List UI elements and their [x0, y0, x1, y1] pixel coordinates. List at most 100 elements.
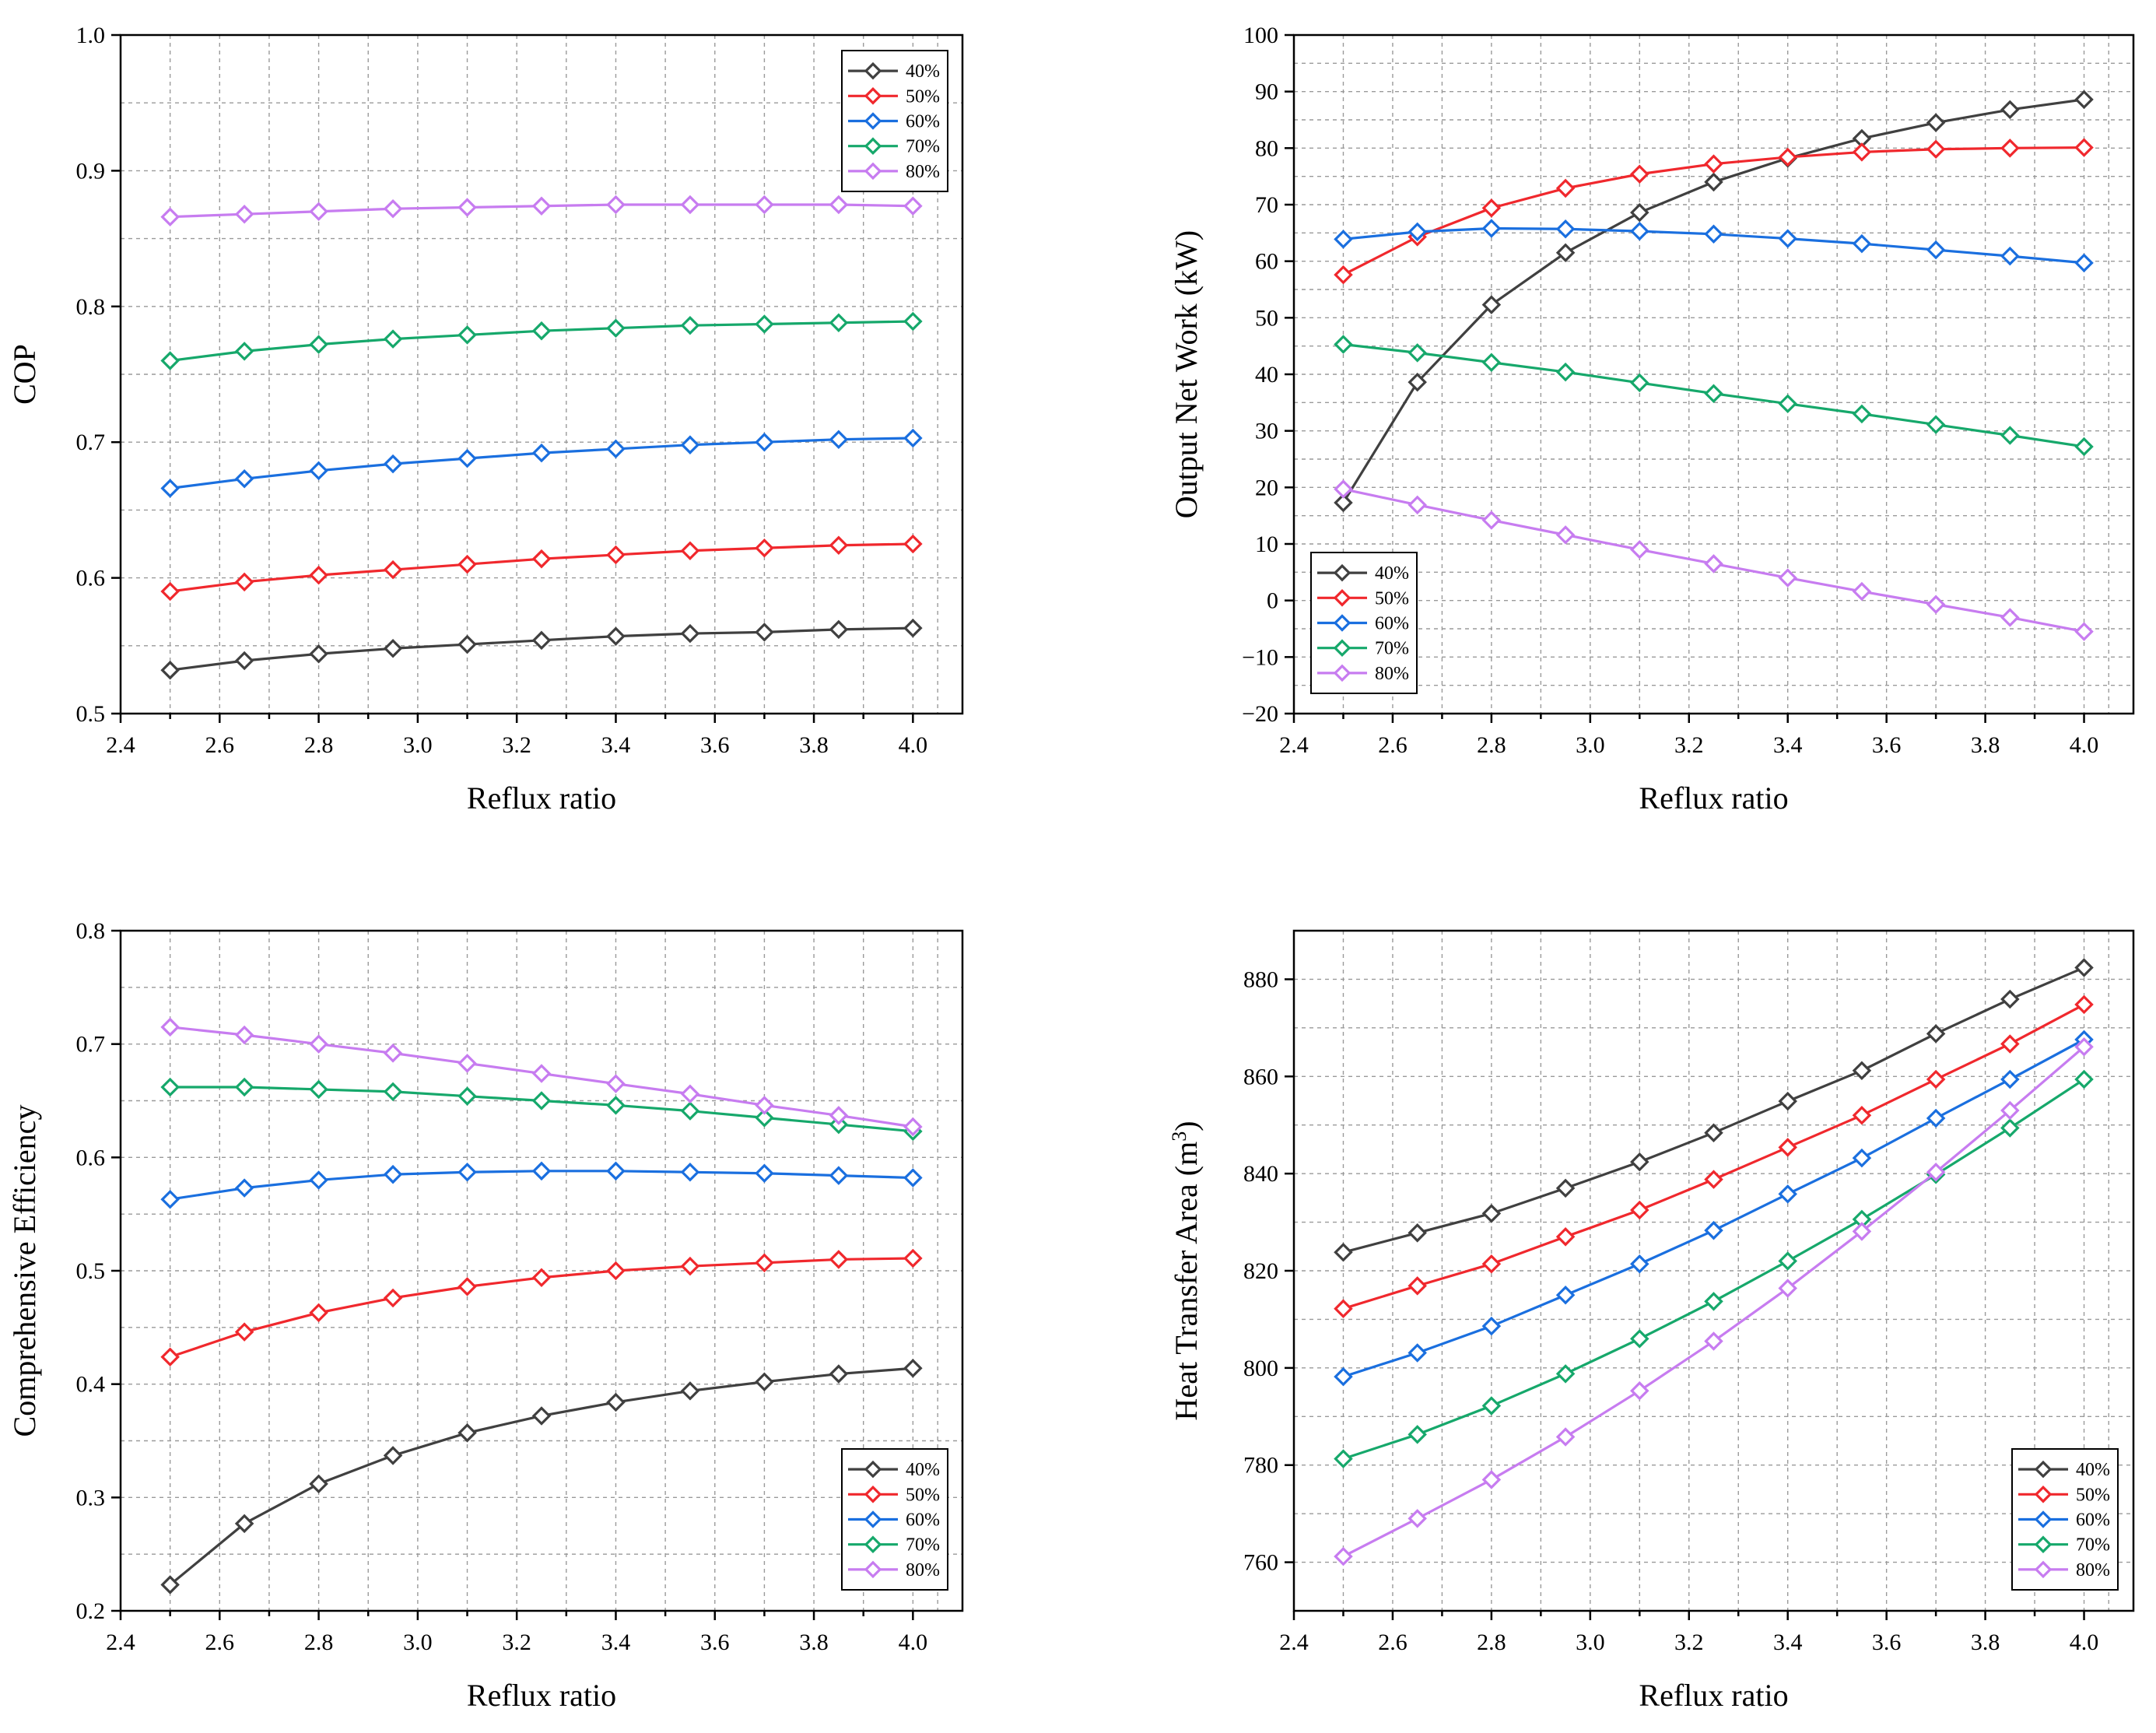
x-tick-label: 2.6: [205, 1630, 235, 1655]
data-point: [531, 1406, 552, 1426]
data-point: [1926, 595, 1946, 615]
y-tick-label: 0: [1267, 588, 1278, 614]
data-point: [457, 634, 477, 654]
series-70%: [1334, 335, 2094, 457]
y-tick-label: 100: [1243, 23, 1278, 48]
data-point: [1704, 384, 1723, 403]
data-point: [160, 351, 180, 370]
data-point: [755, 1108, 774, 1128]
data-point: [1778, 1138, 1797, 1157]
data-point: [383, 1164, 403, 1184]
x-tick-label: 3.8: [1971, 1630, 2000, 1655]
chart-4: 2.4 2.6 2.8 3.0 3.2 3.4 3.6 3.8 4.0 760 780 800 820 8…: [1168, 929, 2135, 1713]
x-tick-label: 3.4: [601, 1630, 631, 1655]
data-point: [755, 538, 774, 558]
data-point: [160, 207, 180, 226]
data-point: [1778, 1279, 1797, 1298]
data-point: [2000, 1100, 2020, 1121]
data-point: [383, 329, 403, 349]
data-point: [160, 479, 180, 498]
y-tick-label: 760: [1243, 1550, 1278, 1576]
legend-label: 80%: [906, 162, 940, 182]
data-point: [755, 1253, 774, 1273]
data-point: [606, 1161, 626, 1181]
data-point: [234, 204, 254, 224]
y-tick-label: 0.6: [76, 566, 106, 591]
data-point: [160, 1077, 180, 1097]
chart-2: 2.4 2.6 2.8 3.0 3.2 3.4 3.6 3.8 4.0 −20 −10 0 10 20 30…: [1169, 23, 2135, 816]
y-tick-label: 60: [1255, 249, 1278, 275]
data-point: [309, 335, 328, 354]
data-point: [1852, 142, 1872, 162]
legend-label: 70%: [2076, 1535, 2110, 1556]
legend-marker: [864, 162, 882, 181]
legend-marker: [864, 112, 882, 130]
data-point: [606, 626, 626, 646]
data-point: [1408, 343, 1427, 363]
legend-label: 60%: [1375, 614, 1409, 634]
x-tick-label: 3.2: [1674, 732, 1704, 758]
series-40%: [160, 1359, 923, 1594]
x-tick-label: 3.0: [1576, 732, 1605, 758]
data-point: [1704, 224, 1723, 244]
data-point: [160, 1575, 180, 1594]
data-point: [309, 461, 328, 481]
y-tick-label: 0.8: [76, 294, 106, 320]
data-point: [606, 545, 626, 565]
data-point: [457, 1423, 477, 1443]
data-point: [383, 198, 403, 219]
data-point: [903, 1117, 923, 1137]
x-tick-label: 4.0: [2070, 1630, 2099, 1655]
data-point: [1704, 1123, 1723, 1142]
data-point: [1630, 164, 1649, 184]
data-point: [383, 639, 403, 658]
data-point: [160, 1189, 180, 1209]
data-point: [234, 469, 254, 489]
legend-label: 70%: [1375, 639, 1409, 659]
y-axis-title-superscript: 3: [1168, 1131, 1190, 1142]
x-tick-label: 3.2: [502, 1630, 531, 1655]
data-point: [2000, 1069, 2020, 1089]
legend: 40% 50% 60% 70% 80%: [1310, 552, 1418, 694]
x-tick-label: 3.6: [1872, 732, 1902, 758]
series-40%: [160, 618, 923, 680]
x-tick-label: 2.6: [205, 732, 235, 758]
data-point: [1555, 243, 1576, 263]
data-point: [1408, 372, 1427, 392]
data-point: [755, 1163, 774, 1183]
legend-marker: [2034, 1486, 2053, 1503]
x-tick-label: 2.8: [1477, 1630, 1506, 1655]
legend-marker: [1333, 664, 1351, 682]
data-point: [1630, 1329, 1649, 1349]
legend-marker: [864, 137, 882, 155]
data-point: [1555, 178, 1576, 198]
data-point: [1334, 265, 1353, 285]
data-point: [755, 195, 774, 215]
data-point: [1630, 1380, 1649, 1401]
y-tick-label: −10: [1242, 644, 1278, 670]
data-point: [1778, 1091, 1797, 1111]
data-point: [1555, 362, 1576, 382]
data-point: [1334, 493, 1353, 513]
legend: 40% 50% 60% 70% 80%: [2011, 1448, 2119, 1591]
y-tick-label: 880: [1243, 966, 1278, 992]
series-50%: [1334, 995, 2094, 1318]
data-point: [829, 195, 849, 215]
legend: 40% 50% 60% 70% 80%: [841, 50, 948, 192]
x-tick-label: 4.0: [899, 1630, 928, 1655]
data-point: [1408, 1425, 1427, 1444]
data-point: [1778, 229, 1797, 248]
data-point: [1630, 221, 1649, 241]
data-point: [1481, 510, 1502, 530]
data-point: [234, 1514, 254, 1534]
y-tick-label: 30: [1255, 419, 1278, 444]
data-point: [680, 195, 700, 215]
data-point: [1852, 1222, 1872, 1241]
data-point: [1852, 404, 1872, 424]
x-tick-label: 2.8: [304, 1630, 334, 1655]
y-tick-label: 0.5: [76, 1258, 106, 1284]
data-point: [903, 196, 923, 216]
y-tick-label: 80: [1255, 135, 1278, 161]
data-point: [1408, 222, 1427, 242]
